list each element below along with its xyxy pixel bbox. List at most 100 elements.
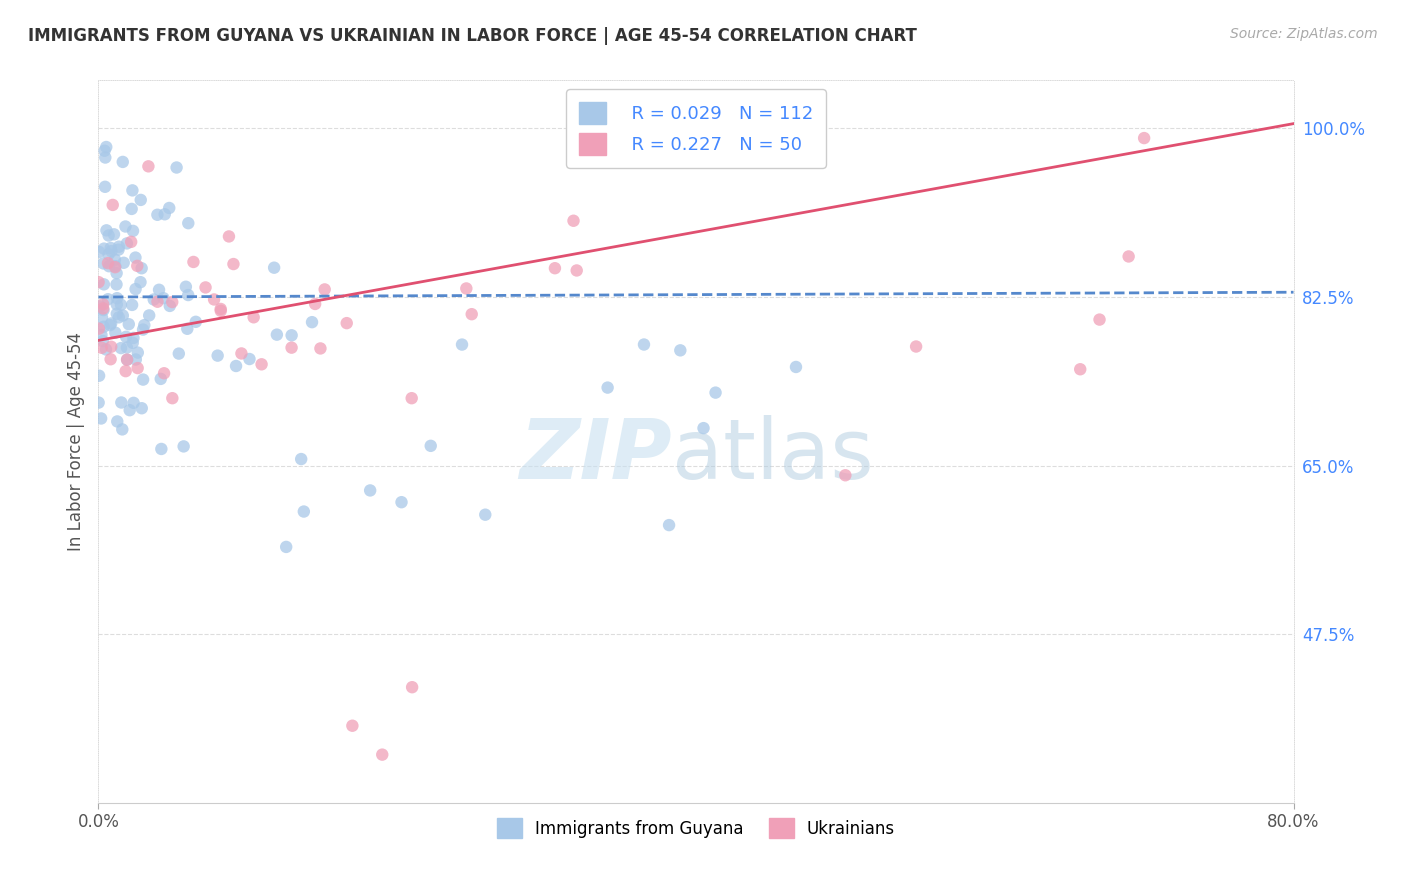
Point (111, 309, 134, 323)
Point (115, 352, 138, 367)
Point (290, 452, 312, 467)
Point (250, 357, 273, 371)
Point (153, 207, 176, 221)
Point (207, 349, 229, 363)
Point (596, 381, 619, 395)
Point (91, 301, 114, 316)
Point (1069, 362, 1091, 376)
Point (174, 279, 197, 293)
Point (149, 372, 172, 386)
Point (104, 252, 127, 267)
Point (359, 483, 381, 498)
Point (115, 330, 138, 344)
Point (87, 368, 110, 383)
Point (115, 236, 138, 251)
Point (461, 307, 484, 321)
Point (153, 366, 176, 380)
Point (1088, 312, 1111, 326)
Point (111, 155, 134, 169)
Point (146, 208, 169, 222)
Point (162, 391, 184, 405)
Point (280, 341, 302, 355)
Point (451, 337, 474, 351)
Point (93, 144, 115, 158)
Point (121, 335, 143, 350)
Point (100, 352, 122, 367)
Point (93, 256, 115, 270)
Point (97, 292, 120, 306)
Point (104, 259, 127, 273)
Point (104, 326, 127, 340)
Point (176, 322, 198, 336)
Point (194, 280, 217, 294)
Point (1118, 250, 1140, 264)
Point (785, 359, 807, 374)
Point (122, 396, 145, 410)
Point (177, 216, 200, 230)
Point (105, 307, 128, 321)
Point (336, 316, 359, 330)
Point (115, 352, 138, 367)
Point (202, 293, 225, 307)
Point (292, 504, 315, 518)
Point (184, 315, 207, 329)
Point (89, 244, 111, 259)
Point (401, 680, 423, 694)
Point (304, 297, 326, 311)
Point (669, 343, 692, 358)
Point (96, 223, 118, 237)
Point (114, 219, 136, 234)
Point (131, 401, 153, 416)
Point (222, 257, 245, 271)
Point (562, 213, 585, 227)
Point (391, 495, 413, 509)
Point (104, 260, 127, 275)
Point (474, 508, 496, 522)
Point (90, 341, 112, 355)
Point (105, 277, 128, 292)
Point (98, 318, 121, 332)
Point (111, 422, 134, 436)
Point (91, 310, 114, 325)
Point (91, 297, 114, 311)
Point (115, 341, 138, 355)
Point (150, 442, 173, 456)
Point (371, 747, 394, 762)
Point (132, 373, 155, 387)
Point (146, 294, 169, 309)
Point (544, 261, 567, 276)
Point (280, 328, 302, 343)
Point (173, 439, 195, 453)
Legend: Immigrants from Guyana, Ukrainians: Immigrants from Guyana, Ukrainians (491, 812, 901, 845)
Point (314, 282, 336, 296)
Point (342, 719, 364, 733)
Point (142, 293, 165, 307)
Point (127, 361, 149, 376)
Point (122, 224, 145, 238)
Point (266, 327, 288, 342)
Point (125, 352, 148, 367)
Point (97, 256, 120, 270)
Point (132, 322, 155, 336)
Point (276, 540, 298, 554)
Text: Source: ZipAtlas.com: Source: ZipAtlas.com (1230, 27, 1378, 41)
Point (87, 395, 110, 409)
Point (148, 283, 170, 297)
Point (152, 291, 174, 305)
Point (209, 303, 232, 318)
Point (167, 346, 190, 360)
Point (183, 255, 205, 269)
Point (110, 298, 132, 312)
Point (121, 183, 143, 197)
Point (90, 328, 112, 343)
Point (90, 411, 112, 425)
Point (89, 300, 111, 314)
Point (93, 277, 115, 292)
Point (834, 468, 856, 483)
Point (242, 310, 264, 325)
Point (94, 343, 117, 357)
Point (124, 282, 146, 296)
Point (118, 403, 141, 417)
Point (160, 295, 183, 310)
Point (122, 331, 145, 345)
